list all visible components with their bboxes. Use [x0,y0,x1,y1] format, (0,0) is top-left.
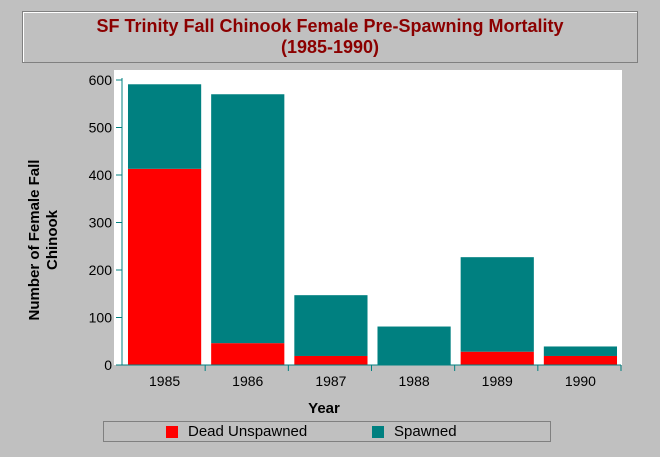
chart-subtitle: (1985-1990) [280,37,380,57]
x-tick-label-1986: 1986 [232,373,263,389]
x-tick-label-1989: 1989 [482,373,513,389]
legend-label-dead-unspawned: Dead Unspawned [188,423,308,440]
legend-swatch-dead-unspawned [166,425,178,438]
y-axis-label-line-2: Chinook [44,210,61,270]
bar-dead-unspawned-1985 [127,168,202,365]
x-axis-label: Year [308,400,340,417]
legend: Dead Unspawned Spawned [103,421,551,442]
bar-dead-unspawned-1986 [211,343,285,365]
y-axis-label-line-1: Number of Female Fall [26,159,43,321]
chart-title: SF Trinity Fall Chinook Female Pre-Spawn… [96,16,564,36]
legend-item-dead-unspawned: Dead Unspawned [166,423,307,440]
y-tick-label-200: 200 [89,262,113,278]
bar-spawned-1988 [377,326,451,365]
bar-spawned-1990 [543,346,618,356]
bar-spawned-1985 [127,84,202,169]
x-tick-label-1985: 1985 [149,373,180,389]
y-tick-label-0: 0 [104,357,112,373]
x-tick-label-1987: 1987 [315,373,346,389]
legend-label-spawned: Spawned [394,423,457,440]
legend-item-spawned: Spawned [372,423,457,440]
legend-swatch-spawned [372,425,384,438]
bar-dead-unspawned-1987 [294,355,368,365]
bar-dead-unspawned-1990 [543,355,618,365]
bar-spawned-1986 [211,94,285,344]
y-tick-label-600: 600 [89,72,113,88]
bar-spawned-1989 [460,257,534,352]
x-tick-label-1990: 1990 [565,373,596,389]
y-tick-label-500: 500 [89,120,113,136]
y-axis-label: Number of Female Fall Chinook [26,160,62,321]
bar-spawned-1987 [294,295,368,356]
chart-title-box: SF Trinity Fall Chinook Female Pre-Spawn… [22,11,638,63]
y-tick-label-100: 100 [89,310,113,326]
y-tick-label-400: 400 [89,167,113,183]
bar-dead-unspawned-1989 [460,351,534,365]
y-tick-label-300: 300 [89,215,113,231]
x-tick-label-1988: 1988 [399,373,430,389]
